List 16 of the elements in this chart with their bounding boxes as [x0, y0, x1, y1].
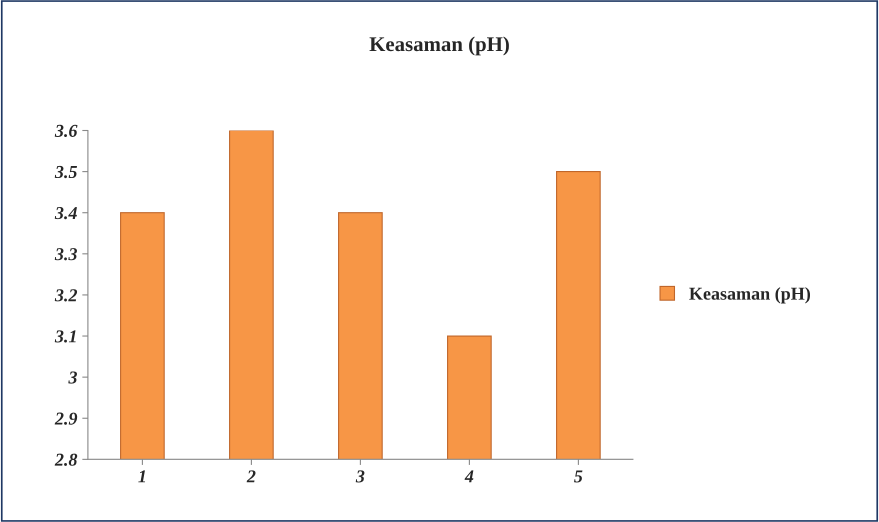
legend-label: Keasaman (pH) [689, 287, 810, 304]
x-tick-label: 5 [574, 470, 582, 482]
y-tick-label: 3.3 [54, 248, 77, 260]
y-tick-label: 3 [68, 371, 77, 384]
y-tick-label: 3.2 [54, 289, 78, 302]
x-tick-label: 3 [356, 470, 364, 482]
y-tick-label: 3.4 [54, 207, 77, 220]
x-tick-label: 4 [464, 470, 474, 482]
y-tick-label: 3.1 [54, 330, 76, 343]
y-tick-label: 2.8 [54, 454, 78, 466]
x-tick-label: 1 [138, 470, 146, 482]
chart-title: Keasaman (pH) [370, 36, 509, 56]
y-tick-label: 2.9 [54, 412, 78, 425]
x-tick-label: 2 [246, 470, 256, 482]
y-tick-label: 3.6 [54, 124, 78, 138]
y-tick-label: 3.5 [54, 166, 78, 178]
